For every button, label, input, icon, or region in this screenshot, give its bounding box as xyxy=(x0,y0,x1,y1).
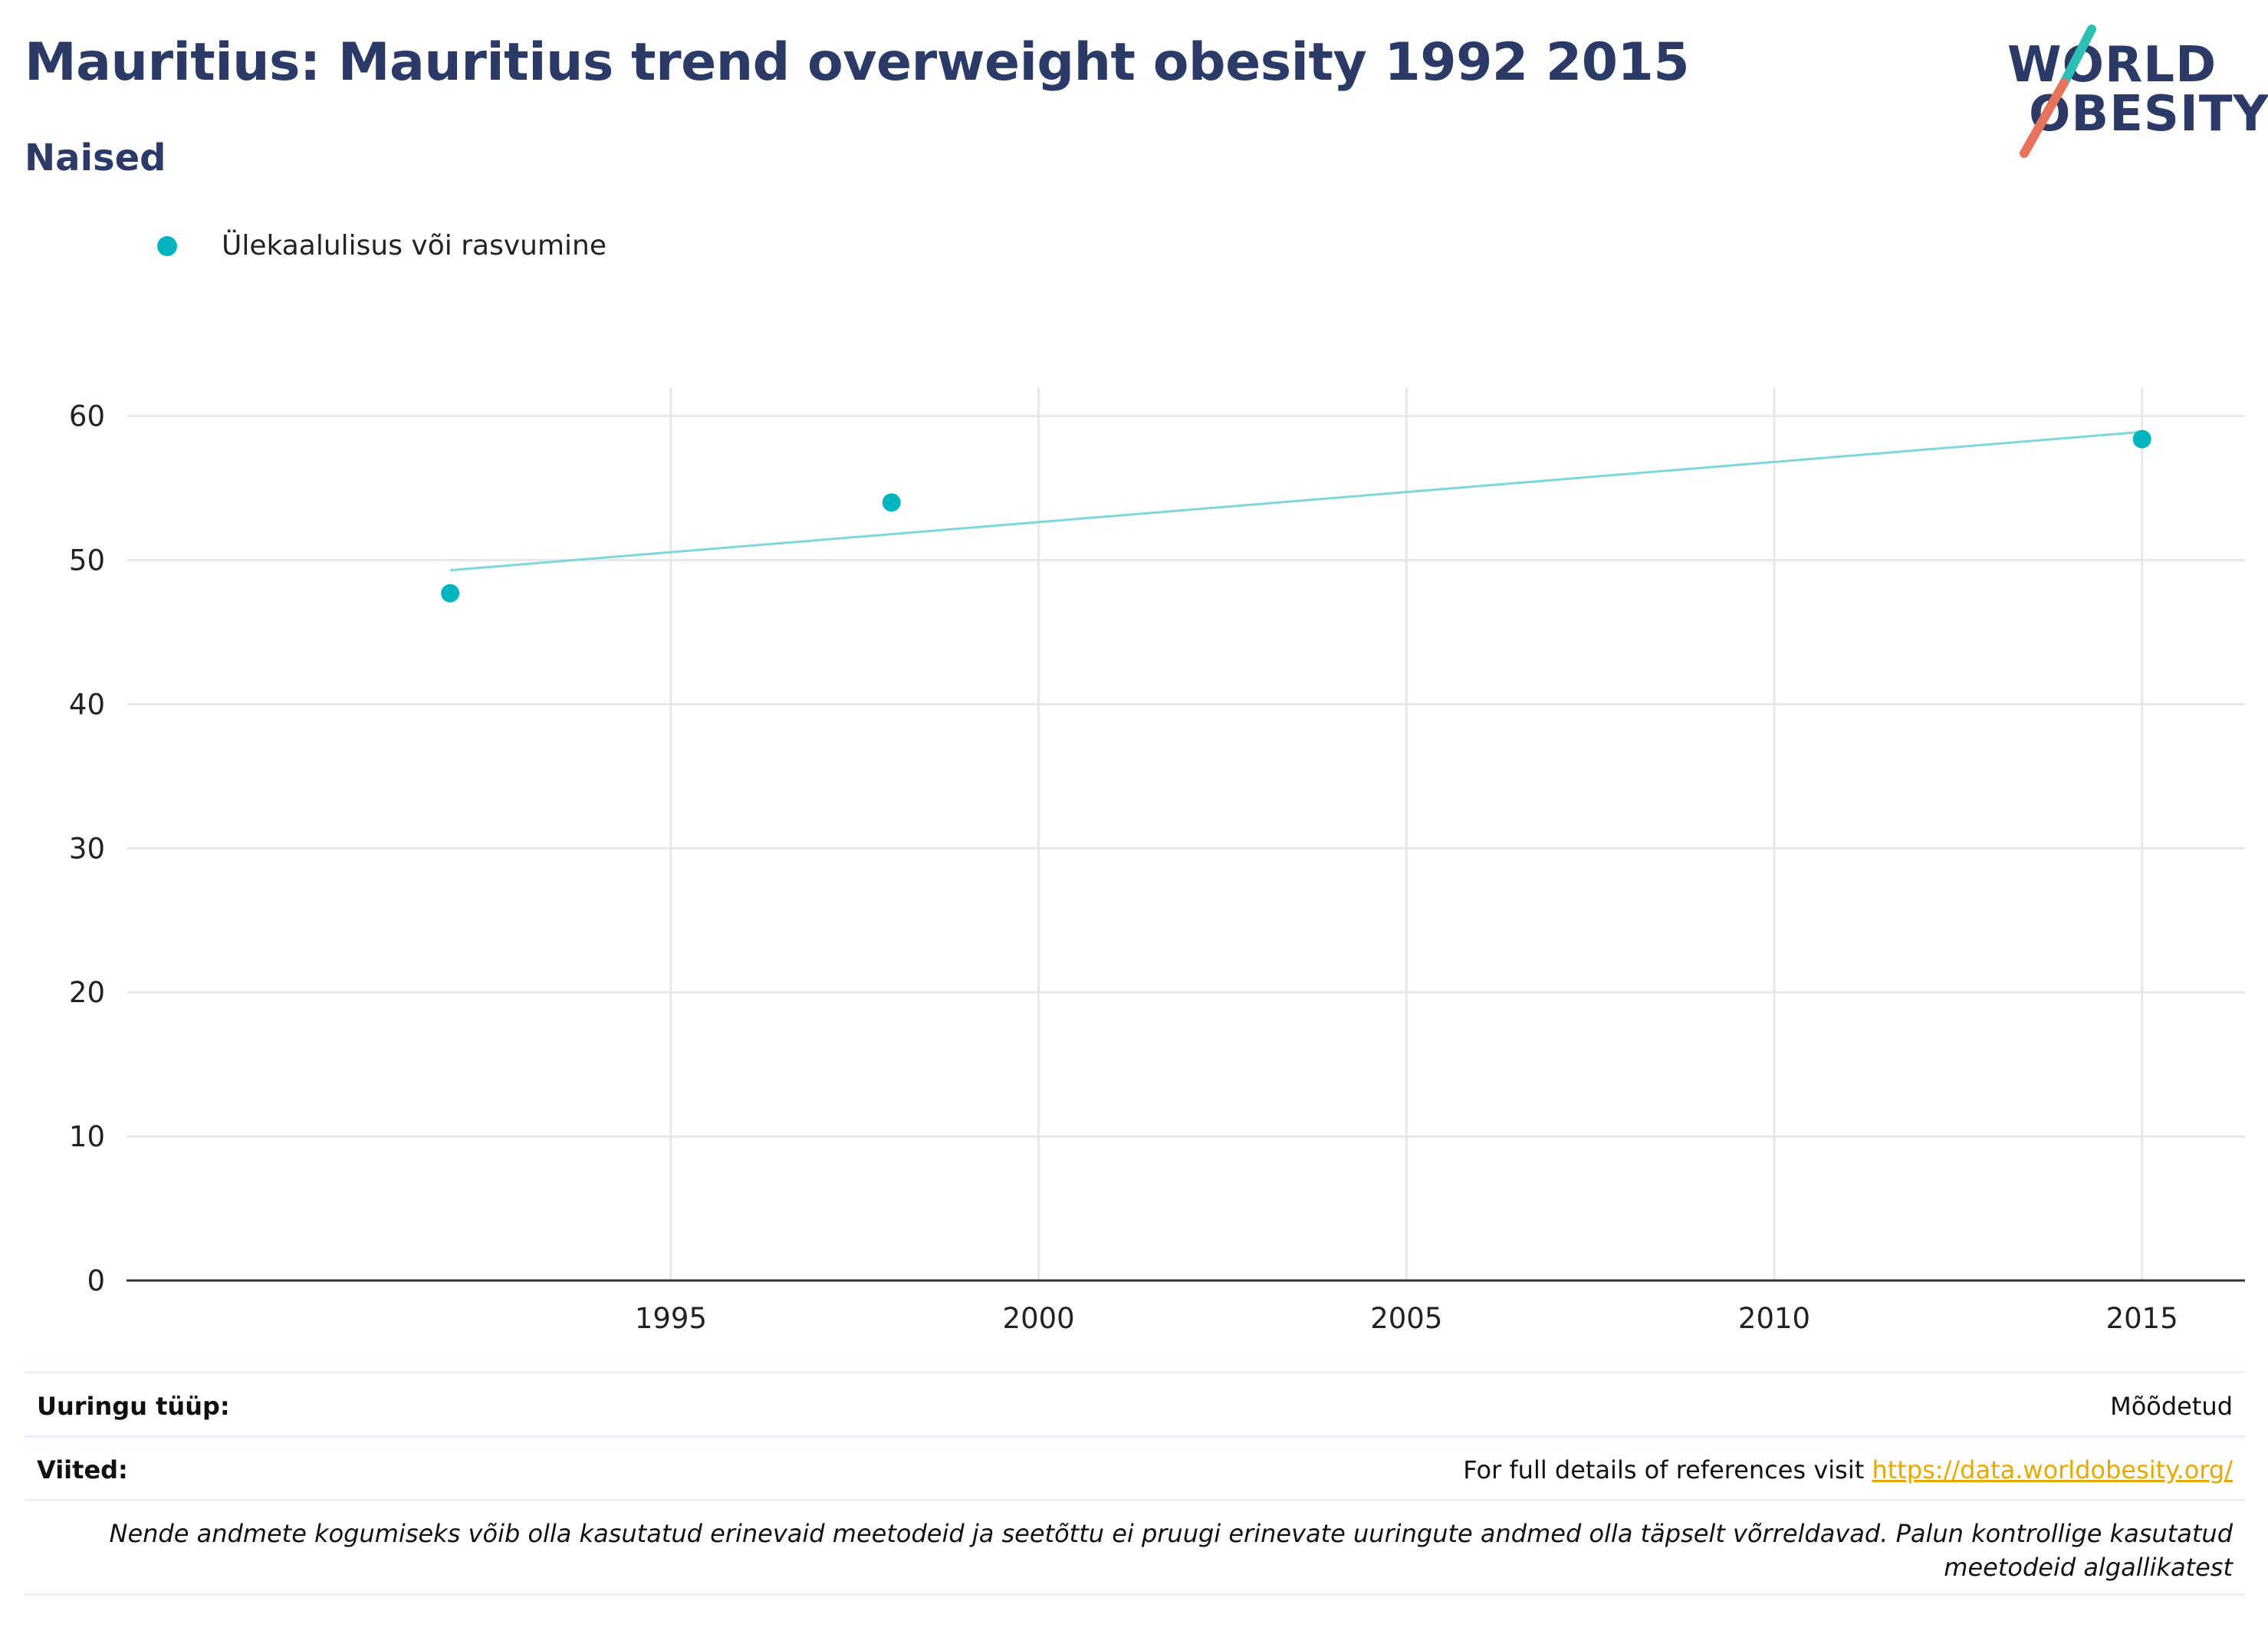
survey-type-label: Uuringu tüüp: xyxy=(37,1392,230,1421)
x-tick-label: 2010 xyxy=(1738,1302,1810,1335)
data-point xyxy=(882,493,901,512)
references-value: For full details of references visit htt… xyxy=(1463,1455,2233,1484)
logo-word-obesity: OBESITY xyxy=(2029,86,2268,143)
footer-top-divider xyxy=(25,1371,2245,1373)
y-tick-label: 10 xyxy=(69,1120,105,1153)
footer-bottom-divider xyxy=(25,1593,2245,1596)
logo-slash-icon xyxy=(2020,25,2096,158)
methodology-note: Nende andmete kogumiseks võib olla kasut… xyxy=(109,1519,2233,1582)
x-tick-label: 1995 xyxy=(635,1302,707,1335)
trend-line xyxy=(450,430,2142,572)
chart-title: Mauritius: Mauritius trend overweight ob… xyxy=(25,32,1690,93)
y-tick-label: 40 xyxy=(69,688,105,721)
references-label: Viited: xyxy=(37,1455,128,1484)
x-tick-label: 2015 xyxy=(2106,1302,2178,1335)
x-tick-label: 2005 xyxy=(1370,1302,1442,1335)
data-point xyxy=(2132,429,2151,449)
y-tick-label: 0 xyxy=(87,1264,105,1297)
logo-word-world: WORLD xyxy=(2007,37,2217,94)
scatter-chart: 0 10 20 30 40 50 60 1995 2000 2005 2010 2015 xyxy=(69,387,2245,1335)
footer-divider-1 xyxy=(25,1435,2245,1438)
legend-marker xyxy=(157,235,177,256)
world-obesity-logo: WORLD OBESITY xyxy=(2001,23,2268,161)
legend: Ülekaalulisus või rasvumine xyxy=(157,230,606,261)
y-tick-label: 30 xyxy=(69,832,105,865)
survey-type-value: Mõõdetud xyxy=(2110,1392,2233,1421)
legend-label: Ülekaalulisus või rasvumine xyxy=(222,230,606,261)
footer-divider-2 xyxy=(25,1499,2245,1501)
references-text: For full details of references visit xyxy=(1463,1455,1872,1484)
references-link[interactable]: https://data.worldobesity.org/ xyxy=(1872,1455,2233,1484)
y-tick-label: 20 xyxy=(69,976,105,1009)
data-point xyxy=(441,584,460,603)
y-tick-label: 60 xyxy=(69,400,105,433)
chart-subtitle: Naised xyxy=(25,136,166,179)
y-tick-label: 50 xyxy=(69,544,105,577)
x-tick-label: 2000 xyxy=(1003,1302,1075,1335)
